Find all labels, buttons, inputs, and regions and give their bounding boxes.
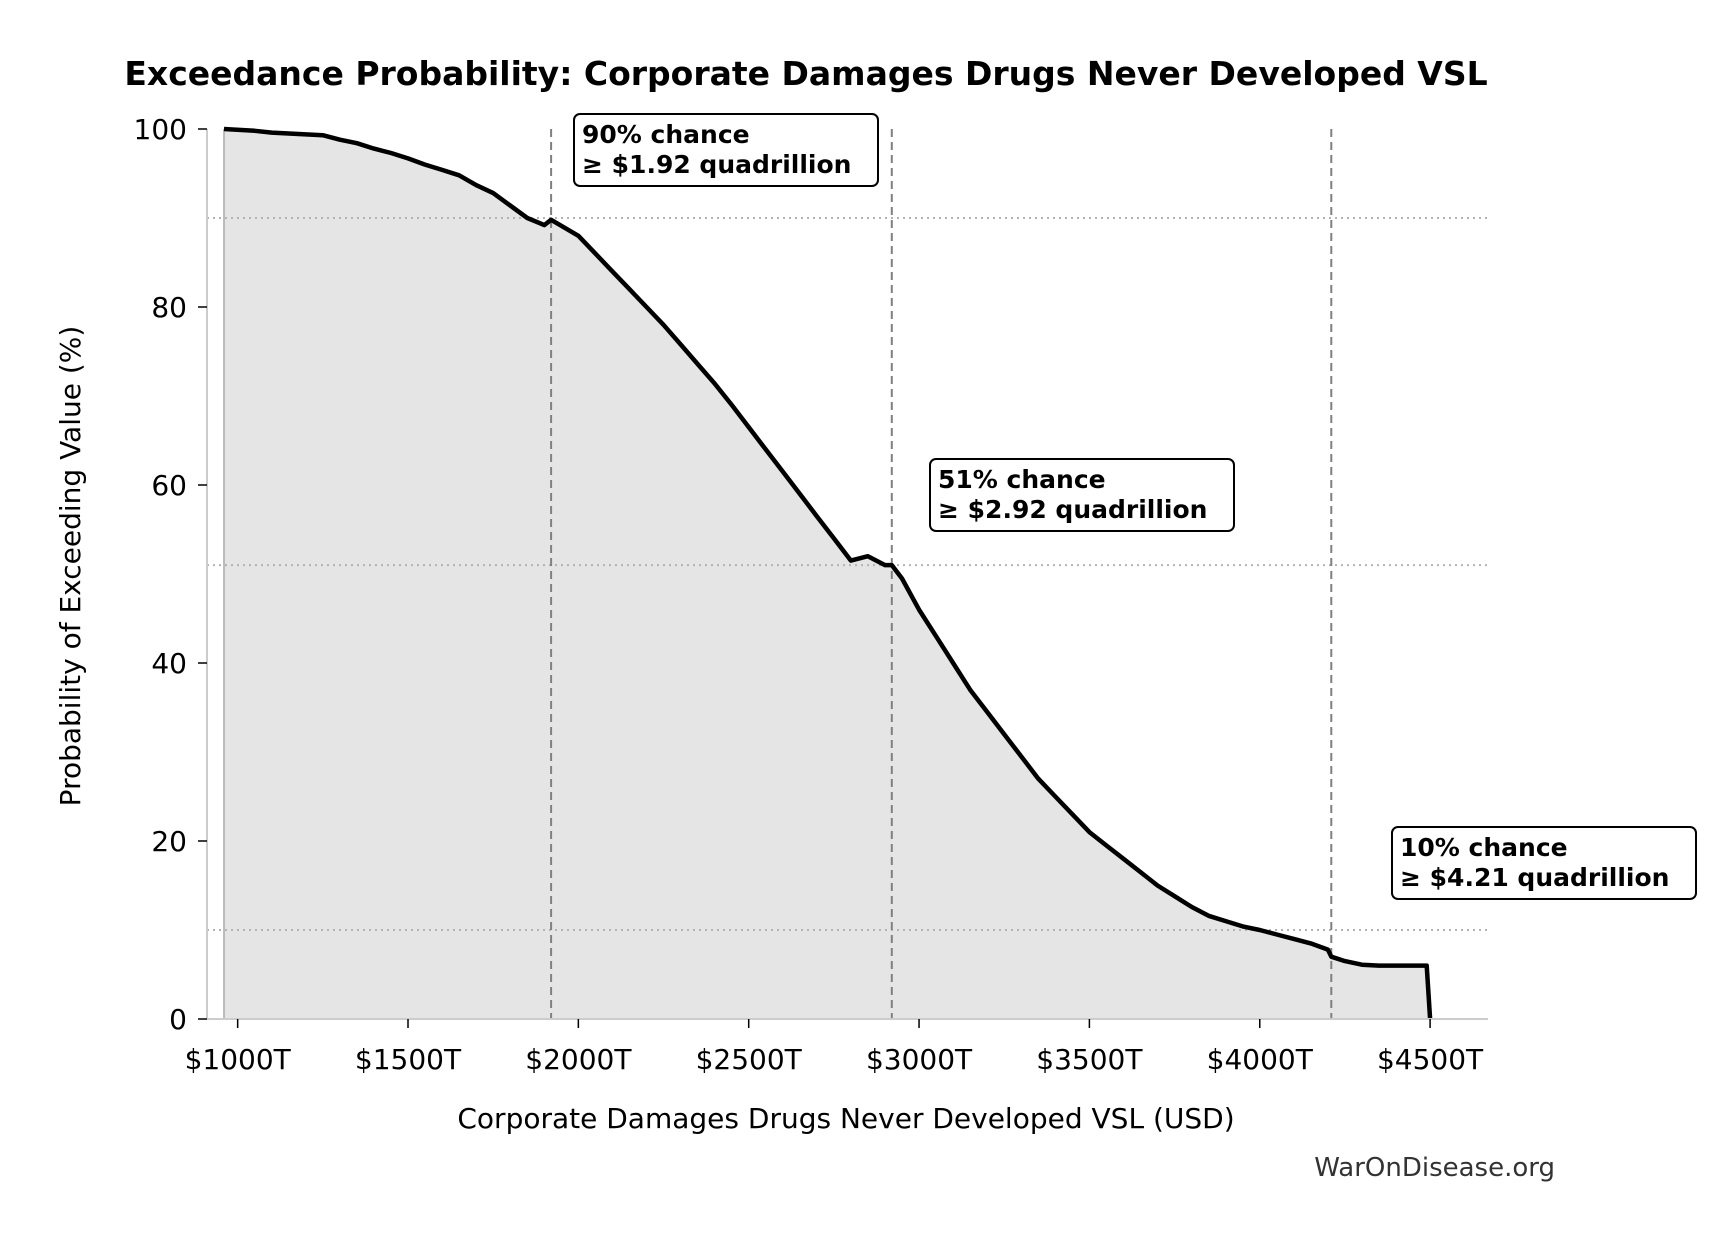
x-tick-label: $4500T [1377,1043,1484,1076]
x-axis-label: Corporate Damages Drugs Never Developed … [457,1102,1234,1135]
watermark: WarOnDisease.org [1314,1153,1555,1183]
chart-title: Exceedance Probability: Corporate Damage… [124,54,1487,93]
annotation-line1-3: 10% chance [1400,833,1568,862]
y-tick-label: 100 [134,113,187,146]
y-tick-label: 80 [151,291,187,324]
annotation-line2-3: ≥ $4.21 quadrillion [1400,863,1669,892]
y-tick-label: 20 [151,825,187,858]
y-tick-label: 0 [169,1003,187,1036]
x-tick-label: $3000T [866,1043,973,1076]
x-tick-label: $2000T [525,1043,632,1076]
annotation-line2-2: ≥ $2.92 quadrillion [938,495,1207,524]
annotation-box-1 [573,113,879,187]
exceedance-curve [223,126,1433,1020]
annotation-box-3 [1391,826,1697,900]
y-axis-label: Probability of Exceeding Value (%) [54,326,87,807]
x-tick-label: $1000T [185,1043,292,1076]
plot-area: $1000T $1500T $2000T $2500T $3000T $3500T $400… [134,113,1697,1076]
annotation-box-2 [929,458,1235,532]
annotation-line2-1: ≥ $1.92 quadrillion [582,150,851,179]
annotation-line1-2: 51% chance [938,465,1106,494]
y-tick-label: 60 [151,469,187,502]
x-tick-label: $3500T [1036,1043,1143,1076]
exceedance-area [224,129,1431,1019]
x-tick-label: $2500T [696,1043,803,1076]
annotation-line1-1: 90% chance [582,120,750,149]
y-tick-label: 40 [151,647,187,680]
x-tick-label: $1500T [355,1043,462,1076]
x-tick-label: $4000T [1207,1043,1314,1076]
